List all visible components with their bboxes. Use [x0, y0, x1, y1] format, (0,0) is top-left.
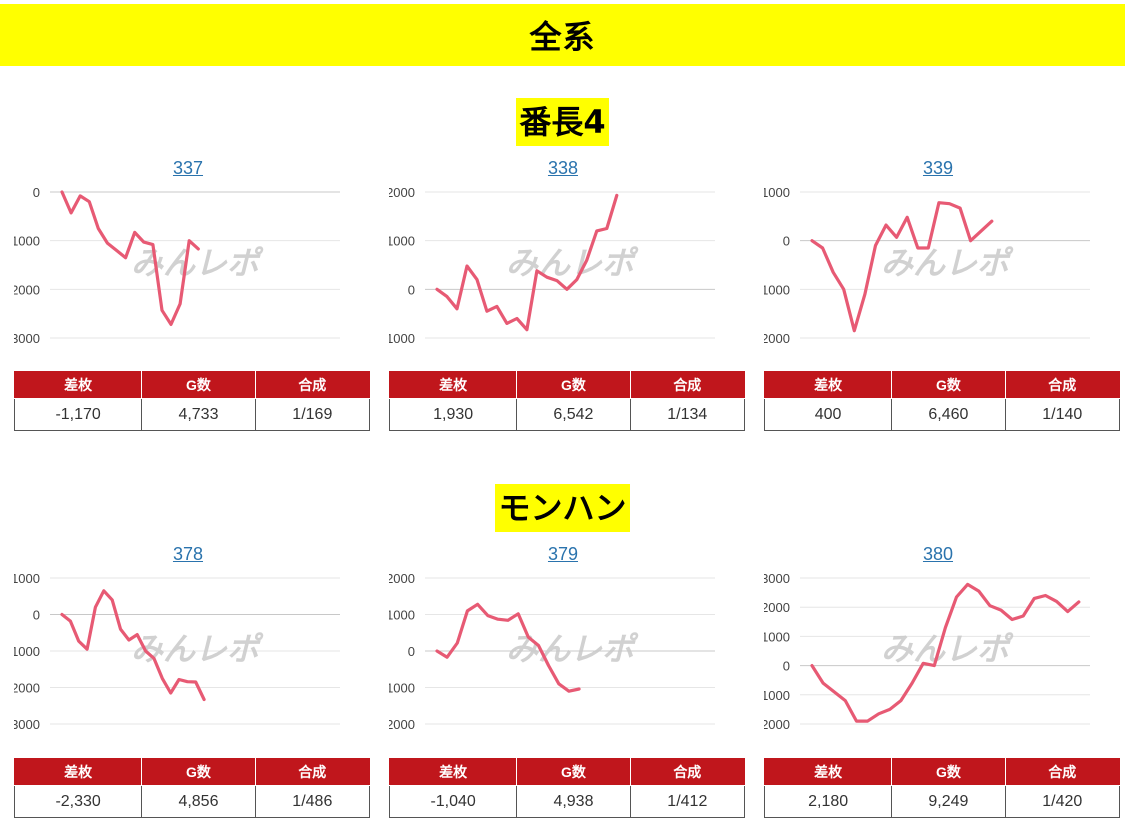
y-tick-label: -3000: [14, 717, 40, 732]
stats-table-338: 差枚 G数 合成 1,930 6,542 1/134: [388, 371, 746, 431]
chart-338: 2000 1000 0 -1000 みんレポ: [389, 185, 715, 346]
y-tick-label: 3000: [764, 571, 790, 586]
header-rate: 合成: [1004, 371, 1121, 399]
y-tick-label: -1000: [764, 688, 790, 703]
series-line: [60, 190, 200, 326]
y-tick-label: 1000: [764, 629, 790, 644]
stats-table-337: 差枚 G数 合成 -1,170 4,733 1/169: [13, 371, 371, 431]
y-tick-label: -2000: [389, 717, 415, 732]
y-tick-label: -1000: [14, 644, 40, 659]
series-line: [810, 582, 1081, 723]
watermark-logo: みんレポ: [506, 244, 639, 282]
y-tick-label: -1000: [764, 282, 790, 297]
y-tick-label: 1000: [764, 185, 790, 200]
header-diff: 差枚: [763, 371, 893, 399]
y-tick-label: -1000: [389, 331, 415, 346]
header-games: G数: [141, 758, 256, 786]
header-games: G数: [891, 758, 1006, 786]
series-line: [810, 201, 994, 333]
stats-table-380: 差枚 G数 合成 2,180 9,249 1/420: [763, 758, 1121, 818]
header-rate: 合成: [629, 371, 746, 399]
header-banner: 全系: [0, 4, 1125, 66]
stats-table-378: 差枚 G数 合成 -2,330 4,856 1/486: [13, 758, 371, 818]
y-tick-label: -2000: [14, 681, 40, 696]
section-title-2: モンハン: [0, 484, 1125, 532]
section-heading: 番長4: [516, 98, 609, 146]
machine-link-379[interactable]: 379: [547, 544, 579, 564]
y-tick-label: -3000: [14, 331, 40, 346]
header-diff: 差枚: [763, 758, 893, 786]
diff-value: 2,180: [763, 785, 893, 818]
machine-link-380[interactable]: 380: [922, 544, 954, 564]
rate-value: 1/486: [254, 785, 371, 818]
header-games: G数: [516, 371, 631, 399]
series-line: [60, 589, 206, 702]
watermark-logo: みんレポ: [131, 630, 264, 668]
y-tick-label: 2000: [389, 185, 415, 200]
diff-value: 1,930: [388, 398, 518, 431]
header-diff: 差枚: [13, 758, 143, 786]
machine-link-338[interactable]: 338: [547, 158, 579, 178]
chart-380: 3000 2000 1000 0 -1000 -2000 みんレポ: [764, 571, 1090, 732]
machine-link-337[interactable]: 337: [172, 158, 204, 178]
games-value: 6,460: [891, 398, 1006, 431]
y-tick-label: -1000: [14, 234, 40, 249]
y-tick-label: 1000: [389, 234, 415, 249]
y-tick-label: 1000: [389, 608, 415, 623]
games-value: 4,733: [141, 398, 256, 431]
y-tick-label: 2000: [389, 571, 415, 586]
y-tick-label: -2000: [14, 282, 40, 297]
y-tick-label: 1000: [14, 571, 40, 586]
header-games: G数: [141, 371, 256, 399]
games-value: 4,938: [516, 785, 631, 818]
machine-link-339[interactable]: 339: [922, 158, 954, 178]
watermark-logo: みんレポ: [506, 630, 639, 668]
y-tick-label: 0: [33, 608, 40, 623]
header-rate: 合成: [254, 371, 371, 399]
section-heading: モンハン: [495, 484, 630, 532]
y-tick-label: -2000: [764, 331, 790, 346]
watermark-logo: みんレポ: [881, 244, 1014, 282]
section-title-1: 番長4: [0, 98, 1125, 146]
rate-value: 1/169: [254, 398, 371, 431]
games-value: 4,856: [141, 785, 256, 818]
diff-value: -1,170: [13, 398, 143, 431]
y-tick-label: 2000: [764, 600, 790, 615]
header-rate: 合成: [1004, 758, 1121, 786]
series-line: [435, 602, 581, 693]
y-tick-label: 0: [408, 282, 415, 297]
header-rate: 合成: [629, 758, 746, 786]
header-games: G数: [516, 758, 631, 786]
header-diff: 差枚: [388, 758, 518, 786]
header-rate: 合成: [254, 758, 371, 786]
rate-value: 1/420: [1004, 785, 1121, 818]
rate-value: 1/140: [1004, 398, 1121, 431]
chart-339: 1000 0 -1000 -2000 みんレポ: [764, 185, 1090, 346]
games-value: 6,542: [516, 398, 631, 431]
y-tick-label: 0: [783, 659, 790, 674]
diff-value: -1,040: [388, 785, 518, 818]
stats-table-379: 差枚 G数 合成 -1,040 4,938 1/412: [388, 758, 746, 818]
header-diff: 差枚: [388, 371, 518, 399]
rate-value: 1/134: [629, 398, 746, 431]
rate-value: 1/412: [629, 785, 746, 818]
games-value: 9,249: [891, 785, 1006, 818]
watermark-logo: みんレポ: [881, 630, 1014, 668]
page-title: 全系: [529, 18, 596, 56]
y-tick-label: 0: [783, 234, 790, 249]
y-tick-label: 0: [33, 185, 40, 200]
header-diff: 差枚: [13, 371, 143, 399]
series-line: [435, 193, 619, 332]
y-tick-label: -1000: [389, 681, 415, 696]
chart-379: 2000 1000 0 -1000 -2000 みんレポ: [389, 571, 715, 732]
header-games: G数: [891, 371, 1006, 399]
machine-link-378[interactable]: 378: [172, 544, 204, 564]
chart-378: 1000 0 -1000 -2000 -3000 みんレポ: [14, 571, 340, 732]
y-tick-label: 0: [408, 644, 415, 659]
y-tick-label: -2000: [764, 717, 790, 732]
diff-value: 400: [763, 398, 893, 431]
stats-table-339: 差枚 G数 合成 400 6,460 1/140: [763, 371, 1121, 431]
diff-value: -2,330: [13, 785, 143, 818]
